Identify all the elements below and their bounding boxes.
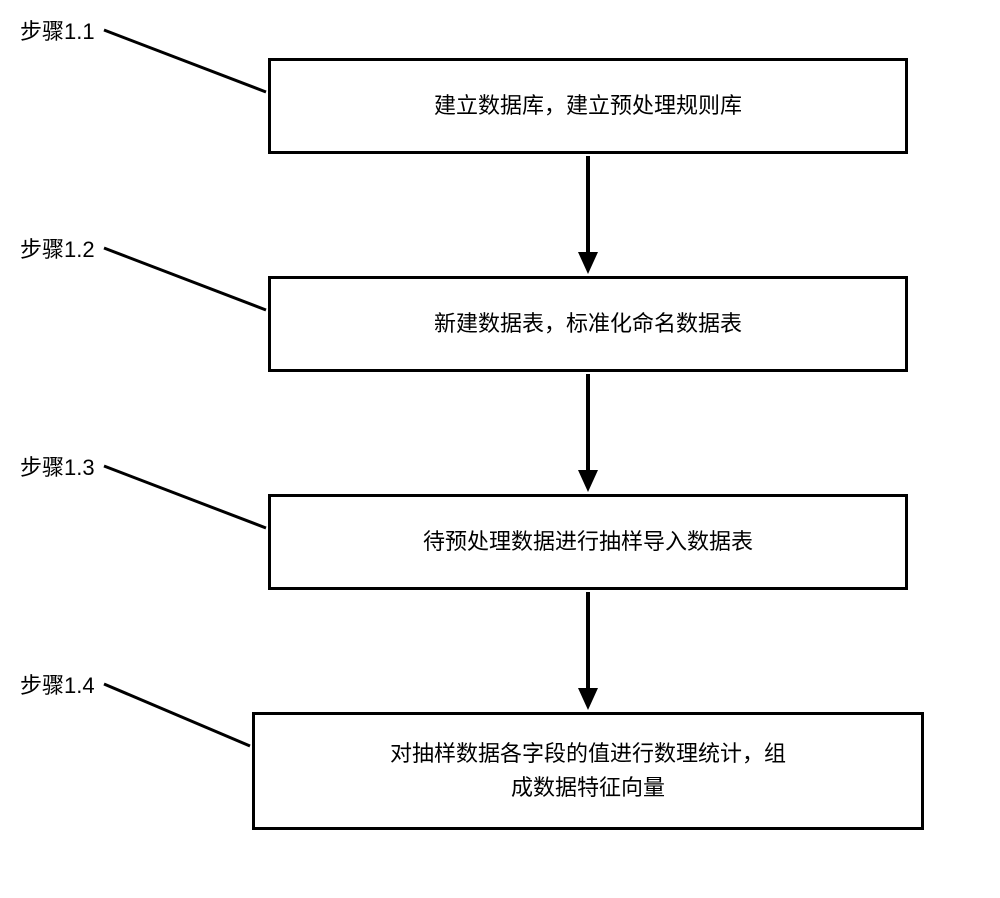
flow-box-2: 新建数据表，标准化命名数据表 bbox=[268, 276, 908, 372]
flow-arrow-2 bbox=[578, 374, 598, 492]
flowchart-canvas: 步骤1.1 步骤1.2 步骤1.3 步骤1.4 建立数据库，建立预处理规则库 新… bbox=[0, 0, 1000, 898]
step-label-1-4: 步骤1.4 bbox=[20, 668, 95, 700]
flow-box-text: 建立数据库，建立预处理规则库 bbox=[434, 89, 742, 123]
step-label-text: 步骤1.1 bbox=[20, 19, 95, 44]
step-label-1-1: 步骤1.1 bbox=[20, 14, 95, 46]
flow-box-text: 对抽样数据各字段的值进行数理统计，组 成数据特征向量 bbox=[390, 737, 786, 805]
step-label-1-2: 步骤1.2 bbox=[20, 232, 95, 264]
flow-arrow-1 bbox=[578, 156, 598, 274]
flow-box-4: 对抽样数据各字段的值进行数理统计，组 成数据特征向量 bbox=[252, 712, 924, 830]
pointer-line bbox=[104, 466, 266, 528]
step-label-1-3: 步骤1.3 bbox=[20, 450, 95, 482]
flow-box-text: 待预处理数据进行抽样导入数据表 bbox=[423, 525, 753, 559]
step-label-text: 步骤1.2 bbox=[20, 237, 95, 262]
flow-arrow-3 bbox=[578, 592, 598, 710]
step-label-text: 步骤1.3 bbox=[20, 455, 95, 480]
pointer-line bbox=[104, 30, 266, 92]
pointer-line bbox=[104, 248, 266, 310]
flow-box-text: 新建数据表，标准化命名数据表 bbox=[434, 307, 742, 341]
pointer-line bbox=[104, 684, 250, 746]
flow-box-3: 待预处理数据进行抽样导入数据表 bbox=[268, 494, 908, 590]
flow-box-1: 建立数据库，建立预处理规则库 bbox=[268, 58, 908, 154]
step-label-text: 步骤1.4 bbox=[20, 673, 95, 698]
